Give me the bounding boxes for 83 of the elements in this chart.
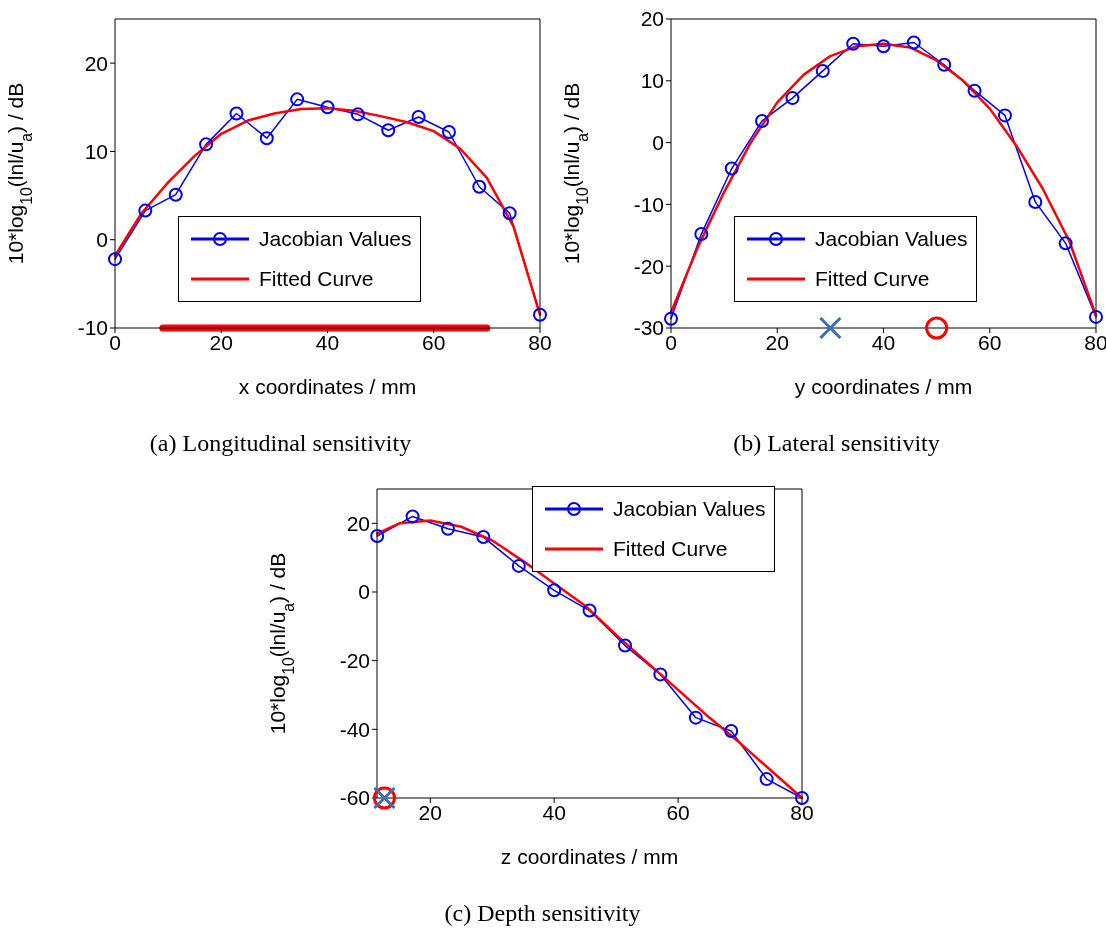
x-tick-label: 40	[871, 330, 896, 354]
point	[229, 106, 244, 121]
point	[724, 161, 739, 176]
text: (a) Longitudinal sensitivity	[148, 430, 413, 457]
point	[876, 39, 891, 54]
point	[472, 179, 487, 194]
point	[724, 724, 739, 739]
point	[259, 131, 274, 146]
point	[547, 583, 562, 598]
point	[476, 530, 491, 545]
point	[694, 227, 709, 242]
x-tick-label: 80	[528, 330, 552, 354]
point	[815, 63, 830, 78]
text: (c) Depth sensitivity	[443, 900, 642, 927]
point	[967, 83, 982, 98]
y-tick-label: 0	[652, 131, 664, 155]
point	[290, 92, 305, 107]
legend-label: Fitted Curve	[259, 267, 374, 291]
y-tick-label: 10	[640, 69, 664, 93]
y-tick-label: 20	[346, 511, 370, 535]
point	[138, 203, 153, 218]
text: (b) Lateral sensitivity	[732, 430, 941, 457]
legend-label: Jacobian Values	[259, 227, 412, 251]
y-tick-label: -40	[339, 717, 370, 741]
y-tick-label: 0	[358, 580, 370, 604]
point	[846, 36, 861, 51]
x-axis-title: y coordinates / mm	[794, 375, 973, 398]
y-tick-label: -20	[633, 254, 664, 278]
x-tick-label: 60	[978, 330, 1002, 354]
point	[370, 529, 385, 544]
point	[441, 125, 456, 140]
x-tick-label: 60	[422, 330, 446, 354]
x-tick-label: 60	[666, 800, 690, 824]
point	[502, 206, 517, 221]
x-tick-label: 20	[418, 800, 442, 824]
point	[199, 137, 214, 152]
x-tick-label: 40	[542, 800, 566, 824]
point	[925, 316, 949, 340]
y-tick-label: 20	[640, 7, 664, 31]
legend-label: Fitted Curve	[815, 267, 930, 291]
y-tick-label: 20	[84, 51, 108, 75]
x-tick-label: 20	[765, 330, 789, 354]
x-tick-label: 20	[209, 330, 233, 354]
point	[381, 123, 396, 138]
point	[688, 710, 703, 725]
y-tick-label: -10	[633, 192, 664, 216]
legend-label: Jacobian Values	[815, 227, 968, 251]
point	[759, 772, 774, 787]
y-tick-label: -60	[339, 786, 370, 810]
point	[168, 187, 183, 202]
x-axis-title: x coordinates / mm	[238, 375, 417, 398]
y-tick-label: -30	[633, 316, 664, 340]
point	[997, 108, 1012, 123]
point	[1089, 309, 1103, 324]
y-tick-label: 10	[84, 139, 108, 163]
legend-label: Fitted Curve	[613, 537, 728, 561]
x-tick-label: 80	[1084, 330, 1106, 354]
point	[582, 603, 597, 618]
point	[653, 667, 668, 682]
y-tick-label: -20	[339, 649, 370, 673]
point	[795, 791, 809, 805]
point	[785, 91, 800, 106]
point	[511, 558, 526, 573]
point	[533, 307, 547, 322]
x-tick-label: 40	[315, 330, 340, 354]
point	[350, 107, 365, 122]
point	[108, 252, 122, 267]
point	[618, 638, 632, 653]
point	[405, 509, 420, 524]
point	[664, 311, 678, 326]
point	[441, 521, 455, 536]
point	[1028, 194, 1043, 209]
point	[1058, 236, 1073, 251]
y-tick-label: -10	[77, 316, 108, 340]
point	[755, 113, 770, 128]
point	[411, 110, 426, 124]
legend-label: Jacobian Values	[613, 497, 766, 521]
x-axis-title: z coordinates / mm	[500, 845, 679, 868]
y-tick-label: 0	[96, 228, 108, 252]
point	[320, 100, 335, 115]
point	[906, 35, 921, 50]
point	[937, 57, 952, 72]
x-tick-label: 80	[790, 800, 814, 824]
